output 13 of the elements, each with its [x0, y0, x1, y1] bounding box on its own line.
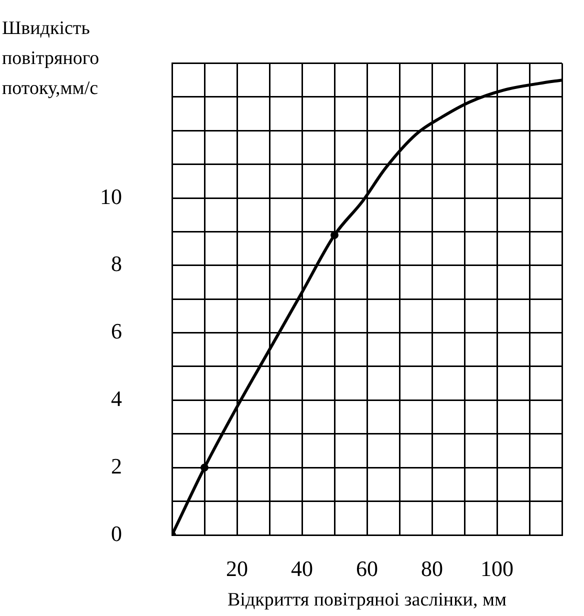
y-tick-label: 10: [100, 184, 122, 209]
x-tick-label: 60: [356, 556, 378, 581]
y-tick-label: 6: [111, 318, 122, 344]
y-tick-label: 0: [111, 520, 122, 546]
x-tick-label: 40: [291, 556, 313, 581]
y-tick-label: 4: [111, 386, 122, 411]
y-tick-label: 2: [111, 453, 122, 478]
y-axis-title: Швидкість повітряного потоку,мм/с: [2, 17, 100, 101]
x-axis-title: Відкриття повітряноі заслінки, мм: [228, 590, 506, 611]
x-tick-label: 80: [421, 556, 443, 581]
x-tick-label: 20: [226, 556, 248, 581]
y-tick-label: 8: [111, 251, 122, 276]
x-tick-label: 100: [480, 556, 514, 581]
